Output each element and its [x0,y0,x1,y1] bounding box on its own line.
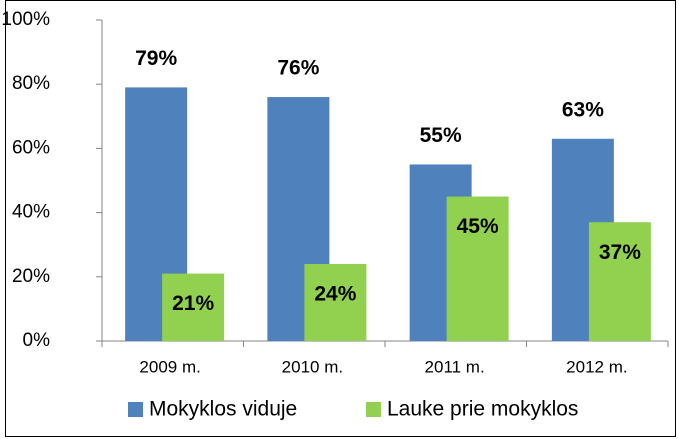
data-label: 45% [457,215,499,238]
legend-swatch [128,402,143,417]
bar [446,196,509,341]
data-label: 55% [420,124,462,147]
x-tick-label: 2011 m. [425,357,485,376]
data-label: 24% [314,283,356,306]
x-tick-label: 2009 m. [139,357,200,376]
data-label: 37% [599,241,641,264]
x-tick-label: 2012 m. [566,357,627,376]
y-tick-label: 60% [12,137,50,158]
data-label: 79% [135,47,177,70]
bar [162,273,225,341]
data-label: 76% [277,57,319,80]
legend-label: Mokyklos viduje [149,398,297,421]
legend-swatch [366,402,381,417]
y-tick-label: 0% [23,330,51,351]
bar [588,222,651,341]
bar [304,263,367,341]
data-label: 63% [562,98,604,121]
x-tick-label: 2010 m. [282,357,343,376]
y-tick-label: 20% [12,266,50,287]
data-label: 21% [172,292,214,315]
legend-label: Lauke prie mokyklos [387,398,578,421]
y-tick-label: 80% [12,73,50,94]
y-tick-label: 40% [12,202,50,223]
y-tick-label: 100% [1,9,50,30]
